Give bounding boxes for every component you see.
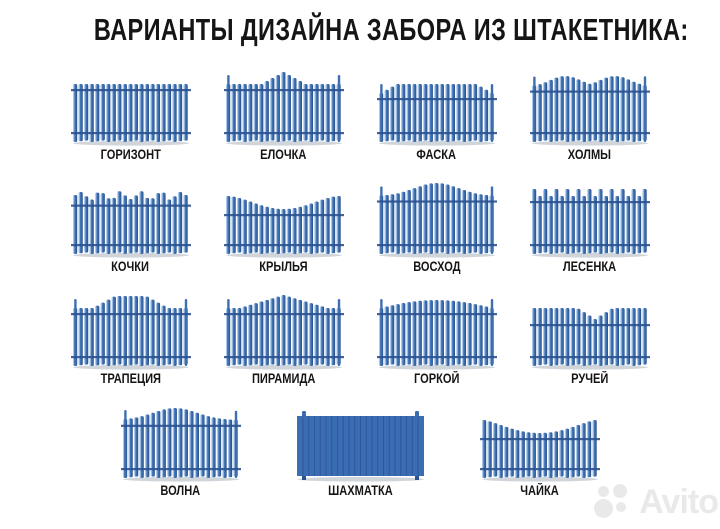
fence-label-text: ГОРКОЙ [413,371,460,386]
fence-variant-chaika: ЧАЙКА [479,394,600,498]
fence-label: ГОРКОЙ [409,371,464,386]
avito-logo-circle [598,486,610,497]
fence-label: ТРАПЕЦИЯ [94,371,168,386]
fence-variant-gorkoy: ГОРКОЙ [376,282,497,386]
fence-illustration-voskhod [376,183,497,258]
avito-watermark-text: Avito [639,483,719,521]
fence-variant-ruchey: РУЧЕЙ [529,282,650,386]
fence-label: ВОСХОД [408,259,466,274]
fence-variant-lesenka: ЛЕСЕНКА [529,170,650,274]
fence-row: ВОЛНА ШАХМАТКА ЧАЙКА [0,394,720,506]
fence-label-text: КРЫЛЬЯ [259,259,308,274]
fence-variant-elochka: ЕЛОЧКА [223,58,344,162]
fence-label: ХОЛМЫ [563,147,616,162]
fence-illustration-faska [376,84,497,146]
fence-variant-krylya: КРЫЛЬЯ [223,170,344,274]
fence-illustration-flat [70,84,191,146]
fence-label-text: РУЧЕЙ [570,371,609,386]
fence-label: РУЧЕЙ [567,371,612,386]
avito-logo-circle [613,484,628,498]
fence-label-text: ФАСКА [416,147,457,162]
avito-watermark: Avito [594,483,719,521]
avito-logo-icon [594,483,634,521]
fence-label: ГОРИЗОНТ [94,147,167,162]
fence-label: ВОЛНА [156,483,205,498]
fence-label-text: ЧАЙКА [520,483,559,498]
page-title-text: ВАРИАНТЫ ДИЗАЙНА ЗАБОРА ИЗ ШТАКЕТНИКА: [93,12,689,47]
fence-illustration-krylya [223,196,344,258]
fence-label: ЧАЙКА [516,483,563,498]
fence-label-text: ПИРАМИДА [251,371,316,386]
fence-label-text: ШАХМАТКА [327,483,393,498]
fence-label: ШАХМАТКА [321,483,400,498]
fence-variant-voskhod: ВОСХОД [376,170,497,274]
fence-row: ТРАПЕЦИЯ ПИРАМИДА ГОРКОЙ РУЧЕЙ [0,282,720,394]
fence-label-text: ЕЛОЧКА [260,147,307,162]
fence-illustration-shahmatka [296,411,424,482]
fence-variant-flat: ГОРИЗОНТ [70,58,191,162]
fence-illustration-trapeciya [70,296,191,370]
fence-illustration-holmy [529,76,650,146]
fence-label-text: КОЧКИ [111,259,150,274]
fence-label: ФАСКА [412,147,460,162]
fence-label-text: ХОЛМЫ [567,147,612,162]
fence-illustration-lesenka [529,189,650,258]
fence-illustration-ruchey [529,308,650,370]
fence-variant-piramida: ПИРАМИДА [223,282,344,386]
fence-variant-kochki: КОЧКИ [70,170,191,274]
fence-variant-trapeciya: ТРАПЕЦИЯ [70,282,191,386]
fence-illustration-gorkoy [376,299,497,370]
fence-illustration-elochka [223,72,344,146]
fence-label: ЛЕСЕНКА [557,259,622,274]
fence-illustration-volna [120,408,241,482]
fence-variant-volna: ВОЛНА [120,394,241,498]
fence-label-text: ВОСХОД [412,259,461,274]
fence-variant-faska: ФАСКА [376,58,497,162]
page-title: ВАРИАНТЫ ДИЗАЙНА ЗАБОРА ИЗ ШТАКЕТНИКА: [0,0,720,50]
fence-row: ГОРИЗОНТ ЕЛОЧКА ФАСКА ХОЛМЫ [0,58,720,170]
avito-logo-circle [616,502,627,512]
fence-variant-holmy: ХОЛМЫ [529,58,650,162]
fence-label-text: ТРАПЕЦИЯ [100,371,161,386]
fence-label-text: ВОЛНА [160,483,201,498]
fence-variant-shahmatka: ШАХМАТКА [295,394,426,498]
fence-illustration-kochki [70,191,191,258]
avito-logo-circle [594,499,614,518]
fence-row: КОЧКИ КРЫЛЬЯ ВОСХОД ЛЕСЕНКА [0,170,720,282]
fence-illustration-piramida [223,295,344,370]
fence-label: ЕЛОЧКА [255,147,311,162]
fence-label: КОЧКИ [107,259,153,274]
fence-label-text: ГОРИЗОНТ [100,147,161,162]
fence-grid: ГОРИЗОНТ ЕЛОЧКА ФАСКА ХОЛМЫ КОЧКИ КРЫЛЬЯ ВОСХО… [0,58,720,506]
fence-illustration-chaika [479,420,600,482]
fence-label: КРЫЛЬЯ [254,259,313,274]
fence-label-text: ЛЕСЕНКА [562,259,617,274]
fence-label: ПИРАМИДА [245,371,322,386]
